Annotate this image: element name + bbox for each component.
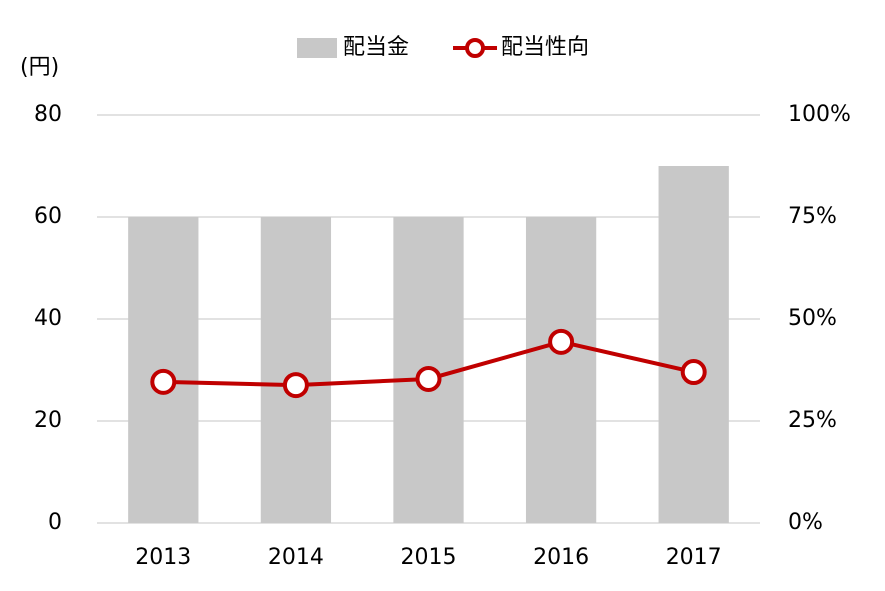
y-axis-label: (円): [20, 55, 59, 80]
y2-tick-label: 25%: [788, 408, 837, 433]
line-marker: [680, 359, 707, 386]
y2-tick-label: 75%: [788, 204, 837, 229]
line-marker: [415, 365, 442, 392]
y-tick-label: 60: [34, 204, 62, 229]
y2-tick-label: 50%: [788, 306, 837, 331]
y-tick-label: 0: [48, 510, 62, 535]
bar: [260, 217, 332, 523]
x-tick-label: 2017: [666, 545, 722, 570]
y-tick-label: 40: [34, 306, 62, 331]
legend-label: 配当金: [343, 35, 409, 60]
x-tick-label: 2014: [268, 545, 324, 570]
x-tick-label: 2013: [135, 545, 191, 570]
legend-marker: [465, 38, 486, 58]
legend-label: 配当性向: [501, 35, 589, 60]
y-tick-label: 20: [34, 408, 62, 433]
bar: [658, 166, 729, 523]
legend-swatch: [297, 38, 337, 58]
line-marker: [150, 368, 177, 395]
y2-tick-label: 100%: [788, 102, 851, 127]
y-tick-label: 80: [34, 102, 62, 127]
bar: [525, 217, 597, 523]
line-marker: [282, 372, 309, 399]
y2-tick-label: 0%: [788, 510, 823, 535]
line-marker: [548, 328, 575, 355]
x-tick-label: 2016: [533, 545, 589, 570]
x-tick-label: 2015: [401, 545, 457, 570]
